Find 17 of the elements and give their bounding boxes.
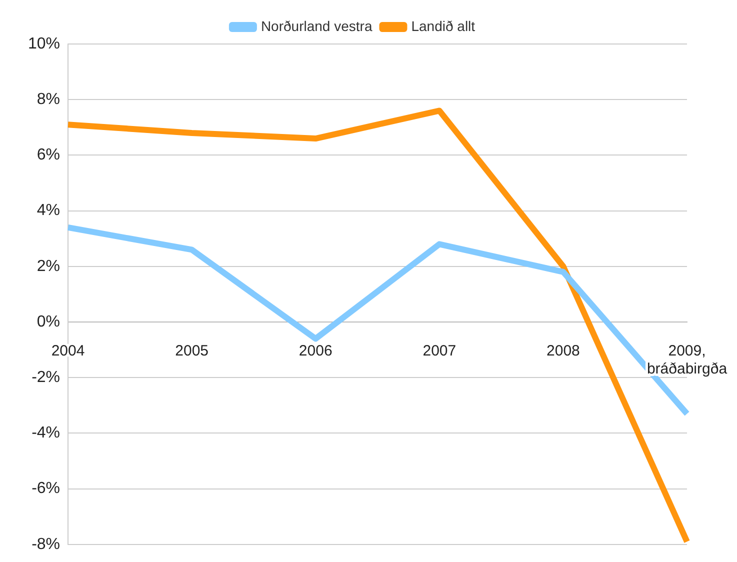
y-tick-label: -4% [32, 424, 60, 442]
legend-label: Landið allt [411, 18, 476, 34]
y-tick-label: 8% [36, 91, 60, 108]
y-tick-label: 10% [28, 35, 60, 52]
y-tick-label: -6% [32, 480, 60, 498]
y-tick-label: -8% [32, 536, 60, 553]
y-tick-label: 2% [36, 258, 60, 275]
x-tick-label: 2006 [298, 342, 332, 360]
y-tick-label: 0% [36, 313, 60, 330]
x-tick-label: 2007 [422, 342, 456, 360]
y-tick-label: 6% [36, 146, 60, 164]
y-tick-label: -2% [32, 369, 60, 386]
y-tick-label: 4% [36, 202, 60, 220]
x-tick-label: 2004 [51, 342, 85, 360]
x-tick-label: 2005 [175, 342, 209, 360]
x-tick-label: 2008 [546, 342, 580, 360]
legend-label: Norðurland vestra [260, 18, 372, 34]
